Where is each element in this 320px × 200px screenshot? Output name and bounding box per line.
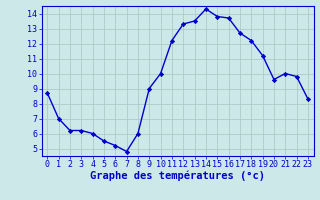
X-axis label: Graphe des températures (°c): Graphe des températures (°c) <box>90 171 265 181</box>
